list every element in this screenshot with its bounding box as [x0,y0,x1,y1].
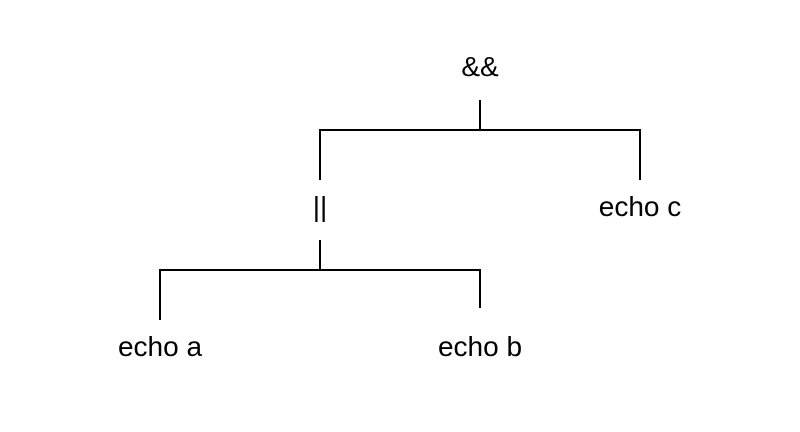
node-echo-c: echo c [599,191,682,222]
edge-root-to-children [319,100,641,180]
edge-or-to-children [159,240,481,320]
node-echo-b: echo b [438,331,522,362]
node-or-operator: || [313,191,328,222]
node-echo-a: echo a [118,331,202,362]
node-and-operator: && [461,51,499,82]
